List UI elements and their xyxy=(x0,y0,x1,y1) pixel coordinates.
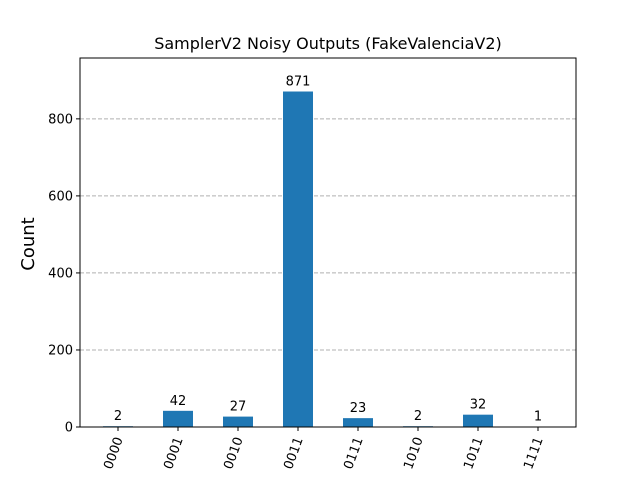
y-axis-label: Count xyxy=(18,217,39,270)
x-tick-label-0010: 0010 xyxy=(221,435,246,471)
bars: 2 42 27 871 23 2 32 1 xyxy=(103,75,553,427)
x-tick-label-0000: 0000 xyxy=(101,435,126,471)
data-label-0000: 2 xyxy=(114,409,122,424)
y-tick-label: 800 xyxy=(48,112,73,127)
bar-0010 xyxy=(223,416,253,427)
data-label-0111: 23 xyxy=(350,401,367,416)
bar-0111 xyxy=(343,418,373,427)
x-tick-label-1010: 1010 xyxy=(401,435,426,471)
data-label-0011: 871 xyxy=(286,75,311,90)
data-label-1011: 32 xyxy=(470,398,487,413)
y-tick-label: 0 xyxy=(65,421,73,436)
bar-0011 xyxy=(283,91,313,427)
data-label-0001: 42 xyxy=(170,394,187,409)
y-tick-label: 400 xyxy=(48,266,73,281)
x-tick-label-1011: 1011 xyxy=(461,435,486,471)
x-tick-label-1111: 1111 xyxy=(521,435,546,471)
y-tick-label: 600 xyxy=(48,189,73,204)
chart-title: SamplerV2 Noisy Outputs (FakeValenciaV2) xyxy=(154,34,502,53)
y-tick-label: 200 xyxy=(48,343,73,358)
x-tick-label-0011: 0011 xyxy=(281,435,306,471)
data-label-1111: 1 xyxy=(534,410,542,425)
grid-lines xyxy=(80,118,576,351)
x-tick-label-0111: 0111 xyxy=(341,435,366,471)
data-label-0010: 27 xyxy=(230,400,247,415)
plot-frame xyxy=(79,57,577,428)
x-tick-label-0001: 0001 xyxy=(161,435,186,471)
data-label-1010: 2 xyxy=(414,409,422,424)
bar-1011 xyxy=(463,414,493,427)
bar-0001 xyxy=(163,410,193,427)
